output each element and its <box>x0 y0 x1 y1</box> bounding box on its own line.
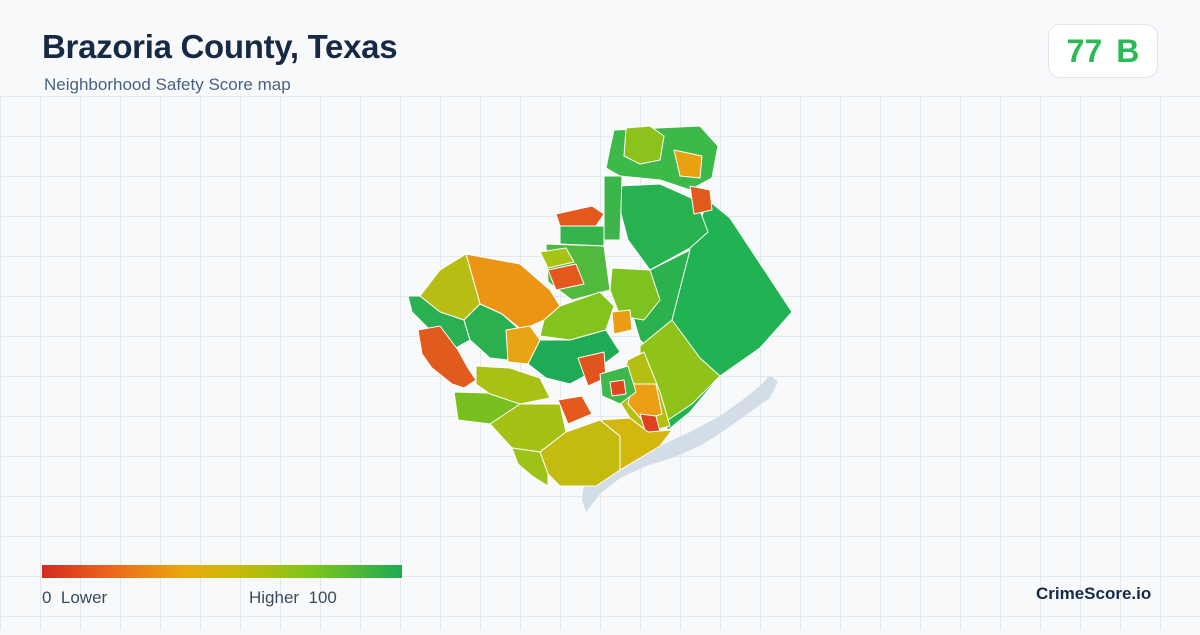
score-value: 77 <box>1066 32 1103 69</box>
brand-name: CrimeScore.io <box>1036 584 1152 603</box>
district-north-red-small <box>689 185 713 215</box>
district-central-lime <box>539 291 615 341</box>
district-central-orange <box>505 325 541 365</box>
district-central-green <box>609 267 661 321</box>
score-grade: B <box>1116 32 1140 69</box>
district-west-red <box>547 263 585 291</box>
district-northwest-green <box>559 225 605 247</box>
district-north-dense <box>623 125 665 165</box>
district-far-west-red <box>417 325 477 389</box>
district-north-bar <box>603 175 623 241</box>
legend-low-label: 0 Lower <box>42 588 108 607</box>
district-southwest-olive-1 <box>475 365 551 405</box>
district-south-lime-2 <box>511 447 549 487</box>
district-center-town-red <box>609 379 627 397</box>
page-title: Brazoria County, Texas <box>42 28 398 65</box>
safety-score-badge: 77 B <box>1048 24 1158 78</box>
legend-high-label: Higher 100 <box>249 588 337 607</box>
district-north-green <box>617 183 709 271</box>
district-south-yellow-2 <box>599 417 673 471</box>
page-subtitle: Neighborhood Safety Score map <box>44 75 291 94</box>
legend-gradient-bar <box>42 565 402 578</box>
district-west-yellowgreen <box>539 247 575 269</box>
district-northwest-red <box>555 205 605 227</box>
district-center-north-town <box>611 309 633 335</box>
coastal-water <box>582 375 778 512</box>
district-southwest-red <box>557 395 593 425</box>
district-north-orange <box>673 149 703 179</box>
